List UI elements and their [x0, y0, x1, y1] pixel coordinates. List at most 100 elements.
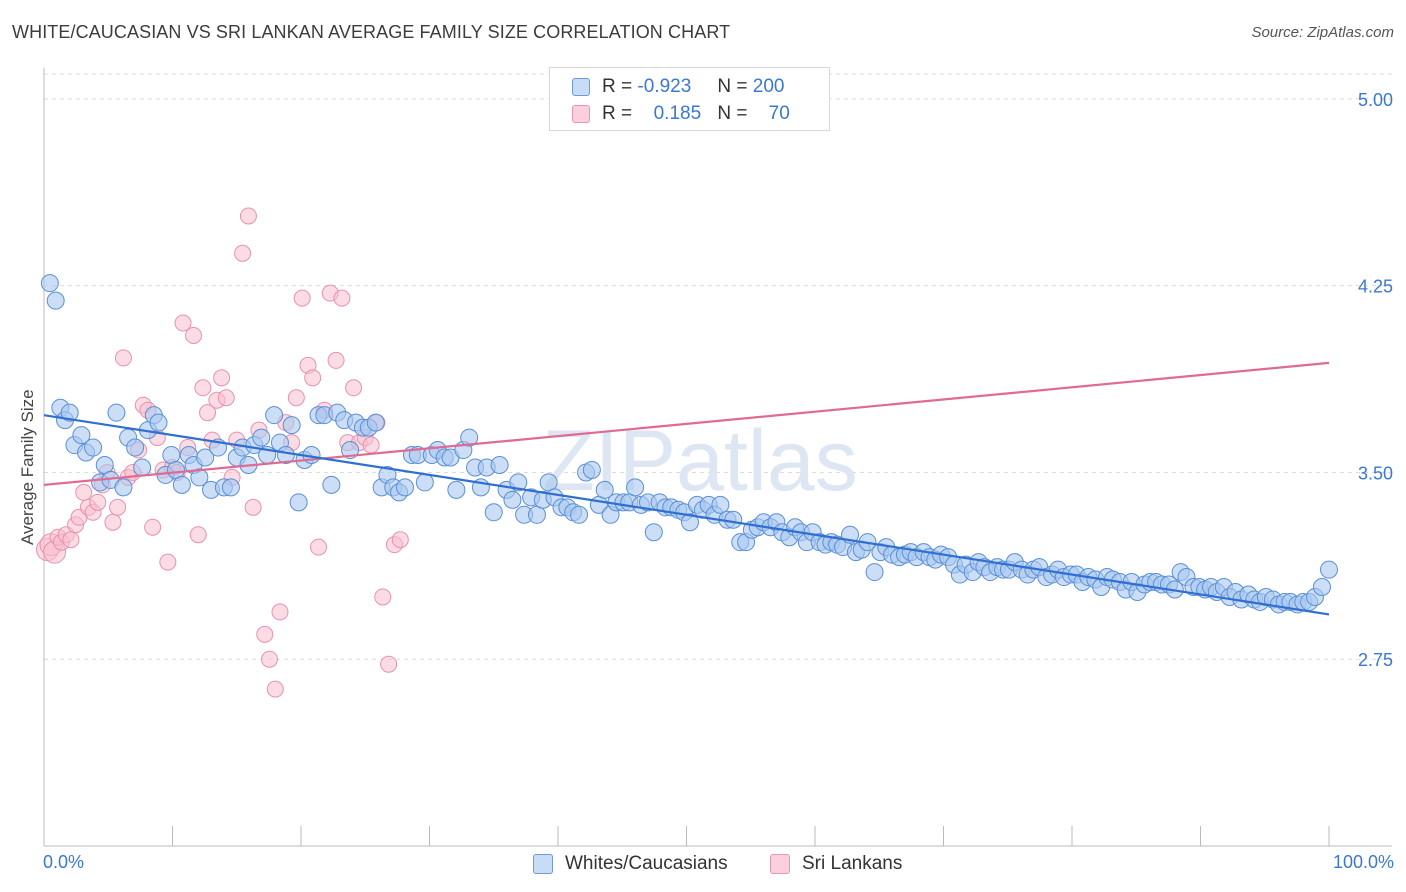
srilankan-point	[89, 493, 107, 511]
srilankan-point	[189, 526, 207, 544]
srilankan-point	[266, 680, 284, 698]
whites-point	[711, 495, 730, 514]
srilankan-legend-label: Sri Lankans	[802, 853, 903, 874]
srilankan-point	[310, 538, 328, 556]
whites-point	[509, 473, 528, 492]
srilankan-point	[239, 207, 257, 225]
whites-point	[221, 478, 240, 497]
n-label: N =	[717, 76, 748, 97]
whites-point	[162, 446, 181, 465]
r-label: R =	[602, 76, 633, 97]
n-label: N =	[717, 103, 748, 124]
whites-point	[1312, 578, 1331, 597]
whites-point	[484, 503, 503, 522]
whites-point	[460, 428, 479, 447]
trend-lines	[43, 361, 1330, 616]
srilankan-point	[159, 553, 177, 571]
whites-point	[395, 478, 414, 497]
whites-point	[490, 455, 509, 474]
srilankan-point	[345, 379, 363, 397]
whites-point	[644, 523, 663, 542]
whites-point	[626, 478, 645, 497]
whites-point	[1320, 560, 1338, 579]
x-tick-min: 0.0%	[43, 852, 85, 872]
r-value: -0.923	[637, 76, 692, 97]
legend-row-srilankans: R = 0.185 N = 70	[572, 101, 790, 127]
whites-point	[447, 480, 466, 499]
whites-swatch	[572, 78, 590, 96]
srilankan-point	[333, 289, 351, 307]
whites-point	[503, 490, 522, 509]
whites-point	[133, 458, 152, 477]
srilankan-point	[327, 351, 345, 369]
whites-point	[196, 448, 215, 467]
whites-point	[190, 468, 209, 487]
srilankan-point	[293, 289, 311, 307]
whites-point	[341, 441, 360, 460]
srilankan-point	[104, 513, 122, 531]
axes	[43, 68, 1392, 847]
whites-point	[265, 406, 284, 425]
srilankan-point	[199, 404, 217, 422]
whites-point	[289, 493, 308, 512]
legend-row-whites: R = -0.923 N = 200	[572, 74, 784, 100]
srilankan-point	[391, 531, 409, 549]
y-axis-label: Average Family Size	[18, 389, 37, 545]
srilankan-point	[185, 326, 203, 344]
whites-point	[582, 460, 601, 479]
x-tick-max: 100.0%	[1332, 852, 1394, 872]
srilankan-point	[75, 483, 93, 501]
whites-point	[40, 274, 59, 293]
whites-point	[84, 438, 103, 457]
y-tick-label: 4.25	[1358, 277, 1393, 297]
whites-point	[114, 478, 133, 497]
whites-point	[282, 416, 301, 435]
whites-point	[46, 291, 65, 310]
whites-point	[570, 505, 589, 524]
y-tick-label: 5.00	[1358, 90, 1393, 110]
srilankan-legend-swatch	[770, 854, 790, 874]
srilankan-point	[109, 498, 127, 516]
srilankan-point	[374, 588, 392, 606]
n-value: 200	[752, 76, 785, 97]
stats-legend: R = -0.923 N = 200 R = 0.185 N = 70	[549, 67, 830, 131]
srilankan-point	[256, 625, 274, 643]
whites-point	[595, 480, 614, 499]
whites-point	[322, 475, 341, 494]
whites-point	[366, 413, 385, 432]
whites-point	[681, 513, 700, 532]
srilankan-swatch	[572, 105, 590, 123]
y-tick-labels: 2.75 3.50 4.25 5.00	[1358, 90, 1393, 670]
whites-trend-line	[43, 414, 1330, 616]
y-tick-label: 3.50	[1358, 463, 1393, 483]
srilankan-point	[244, 498, 262, 516]
whites-point	[415, 473, 434, 492]
srilankan-point	[194, 379, 212, 397]
bottom-legend-srilankans: Sri Lankans	[770, 852, 902, 876]
srilankan-point	[213, 369, 231, 387]
srilankan-point	[380, 655, 398, 673]
srilankan-point	[62, 531, 80, 549]
srilankan-point	[260, 650, 278, 668]
whites-point	[724, 510, 743, 529]
source-label: Source: ZipAtlas.com	[1251, 24, 1394, 41]
whites-legend-swatch	[533, 854, 553, 874]
srilankan-point	[174, 314, 192, 332]
whites-point	[865, 563, 884, 582]
srilankan-point	[271, 603, 289, 621]
watermark: ZIPatlas	[542, 413, 857, 509]
whites-point	[107, 403, 126, 422]
n-value: 70	[768, 103, 790, 124]
srilankan-point	[217, 389, 235, 407]
srilankan-point	[114, 349, 132, 367]
whites-point	[60, 403, 79, 422]
r-label: R =	[602, 103, 633, 124]
srilankan-point	[287, 389, 305, 407]
whites-point	[72, 426, 91, 445]
srilankan-point	[362, 436, 380, 454]
whites-point	[172, 475, 191, 494]
r-value: 0.185	[653, 103, 702, 124]
whites-legend-label: Whites/Caucasians	[565, 853, 728, 874]
bottom-legend-whites: Whites/Caucasians	[533, 852, 728, 876]
